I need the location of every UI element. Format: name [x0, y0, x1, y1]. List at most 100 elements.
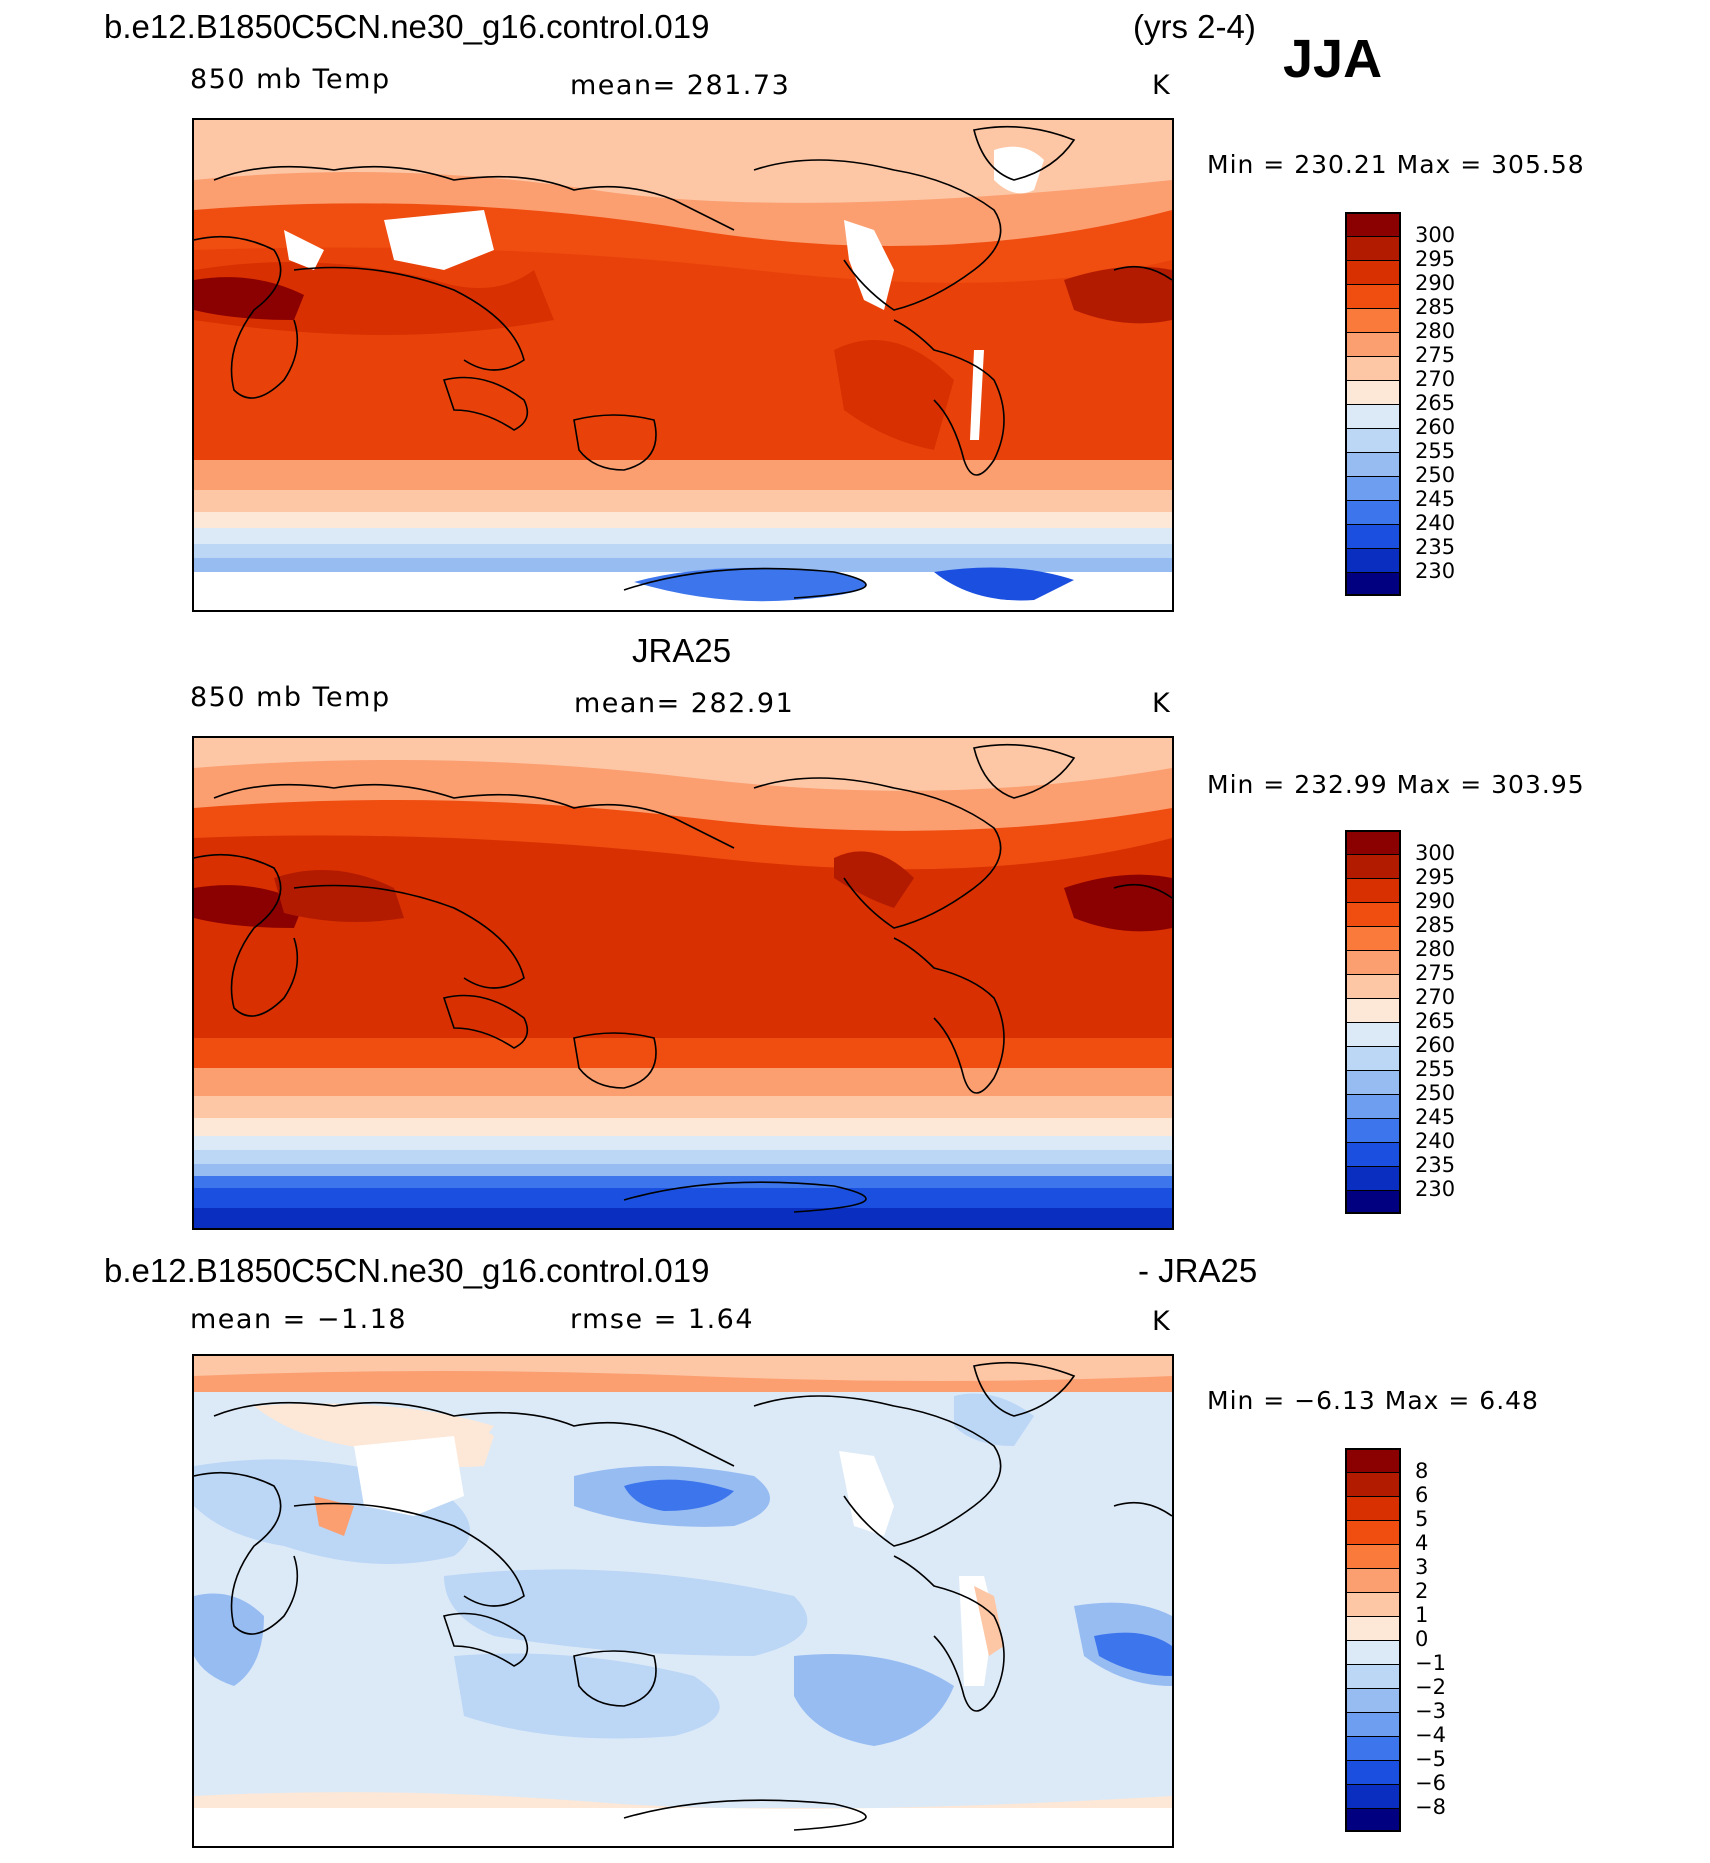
colorbar-swatch: [1345, 1070, 1401, 1094]
colorbar-tick-label: 280: [1415, 319, 1456, 343]
panel1-mean: mean= 281.73: [570, 70, 791, 101]
colorbar-swatch: [1345, 452, 1401, 476]
colorbar-tick-label: 8: [1415, 1459, 1429, 1483]
panel2-mean: mean= 282.91: [574, 688, 795, 719]
colorbar-tick-label: 250: [1415, 1081, 1456, 1105]
colorbar-frame: [1345, 1448, 1401, 1832]
colorbar-swatch: [1345, 1568, 1401, 1592]
colorbar-tick-label: 2: [1415, 1579, 1429, 1603]
colorbar-tick-label: 295: [1415, 247, 1456, 271]
colorbar-swatch: [1345, 1472, 1401, 1496]
colorbar-swatch: [1345, 1808, 1401, 1832]
colorbar-swatch: [1345, 1142, 1401, 1166]
colorbar-swatch: [1345, 356, 1401, 380]
colorbar-tick-label: 260: [1415, 415, 1456, 439]
colorbar-swatch: [1345, 902, 1401, 926]
colorbar-tick-label: 290: [1415, 271, 1456, 295]
colorbar-swatch: [1345, 1784, 1401, 1808]
colorbar-swatch: [1345, 950, 1401, 974]
colorbar-tick-label: 300: [1415, 223, 1456, 247]
panel1-minmax: Min = 230.21 Max = 305.58: [1207, 150, 1585, 179]
colorbar-tick-label: 285: [1415, 295, 1456, 319]
colorbar-swatch: [1345, 1118, 1401, 1142]
colorbar-swatch: [1345, 1166, 1401, 1190]
colorbar-tick-label: 270: [1415, 985, 1456, 1009]
colorbar-tick-label: 285: [1415, 913, 1456, 937]
panel1-contour-field: [194, 120, 1172, 610]
colorbar-swatch: [1345, 1664, 1401, 1688]
colorbar-swatch: [1345, 926, 1401, 950]
panel3-map: [192, 1354, 1174, 1848]
colorbar-swatch: [1345, 500, 1401, 524]
panel1-map: [192, 118, 1174, 612]
colorbar-swatch: [1345, 854, 1401, 878]
colorbar-swatch: [1345, 1046, 1401, 1070]
panel1-units: K: [1152, 70, 1172, 101]
colorbar-swatch: [1345, 1712, 1401, 1736]
colorbar-tick-label: 3: [1415, 1555, 1429, 1579]
colorbar-tick-label: 265: [1415, 391, 1456, 415]
colorbar-swatch: [1345, 1094, 1401, 1118]
colorbar-swatch: [1345, 1616, 1401, 1640]
colorbar-swatch: [1345, 548, 1401, 572]
panel2-title: JRA25: [632, 632, 732, 669]
colorbar-swatch: [1345, 1520, 1401, 1544]
colorbar-tick-label: −6: [1415, 1771, 1446, 1795]
colorbar-tick-label: 275: [1415, 961, 1456, 985]
colorbar-tick-label: 280: [1415, 937, 1456, 961]
panel1-variable: 850 mb Temp: [190, 64, 391, 95]
colorbar-swatch: [1345, 1688, 1401, 1712]
colorbar-tick-label: −4: [1415, 1723, 1446, 1747]
colorbar-swatch: [1345, 1760, 1401, 1784]
colorbar-swatch: [1345, 998, 1401, 1022]
colorbar-tick-label: 260: [1415, 1033, 1456, 1057]
colorbar-swatch: [1345, 236, 1401, 260]
panel3-minmax: Min = −6.13 Max = 6.48: [1207, 1386, 1539, 1415]
colorbar-tick-label: 295: [1415, 865, 1456, 889]
colorbar-tick-label: 4: [1415, 1531, 1429, 1555]
panel3-mean: mean = −1.18: [190, 1304, 408, 1335]
colorbar-swatch: [1345, 1496, 1401, 1520]
colorbar-tick-label: −3: [1415, 1699, 1446, 1723]
panel3-rmse: rmse = 1.64: [570, 1304, 755, 1335]
colorbar-tick-label: 250: [1415, 463, 1456, 487]
colorbar-tick-label: 240: [1415, 1129, 1456, 1153]
colorbar-tick-label: −5: [1415, 1747, 1446, 1771]
colorbar-swatch: [1345, 524, 1401, 548]
colorbar-tick-label: 6: [1415, 1483, 1429, 1507]
panel3-contour-field: [194, 1356, 1172, 1846]
panel2-minmax: Min = 232.99 Max = 303.95: [1207, 770, 1585, 799]
colorbar-swatch: [1345, 308, 1401, 332]
colorbar-swatch: [1345, 572, 1401, 596]
colorbar-tick-label: 245: [1415, 487, 1456, 511]
colorbar-swatch: [1345, 284, 1401, 308]
colorbar-tick-label: 240: [1415, 511, 1456, 535]
colorbar-tick-label: 270: [1415, 367, 1456, 391]
colorbar-swatch: [1345, 212, 1401, 236]
colorbar-tick-label: 300: [1415, 841, 1456, 865]
colorbar-tick-label: 5: [1415, 1507, 1429, 1531]
colorbar-swatch: [1345, 974, 1401, 998]
colorbar-swatch: [1345, 332, 1401, 356]
colorbar-tick-label: 290: [1415, 889, 1456, 913]
colorbar-tick-label: 235: [1415, 1153, 1456, 1177]
colorbar-tick-label: 255: [1415, 1057, 1456, 1081]
years-label: (yrs 2-4): [1133, 8, 1256, 45]
colorbar-tick-label: −1: [1415, 1651, 1446, 1675]
colorbar-frame: [1345, 830, 1401, 1214]
colorbar-tick-label: 255: [1415, 439, 1456, 463]
colorbar-tick-label: −2: [1415, 1675, 1446, 1699]
colorbar-swatch: [1345, 404, 1401, 428]
colorbar-frame: [1345, 212, 1401, 596]
colorbar-swatch: [1345, 878, 1401, 902]
season-label: JJA: [1283, 29, 1383, 89]
colorbar-swatch: [1345, 476, 1401, 500]
colorbar-swatch: [1345, 380, 1401, 404]
panel2-variable: 850 mb Temp: [190, 682, 391, 713]
case-title: b.e12.B1850C5CN.ne30_g16.control.019: [104, 8, 710, 45]
colorbar-tick-label: 230: [1415, 1177, 1456, 1201]
colorbar-swatch: [1345, 260, 1401, 284]
colorbar-swatch: [1345, 1544, 1401, 1568]
colorbar-swatch: [1345, 428, 1401, 452]
colorbar-tick-label: 1: [1415, 1603, 1429, 1627]
